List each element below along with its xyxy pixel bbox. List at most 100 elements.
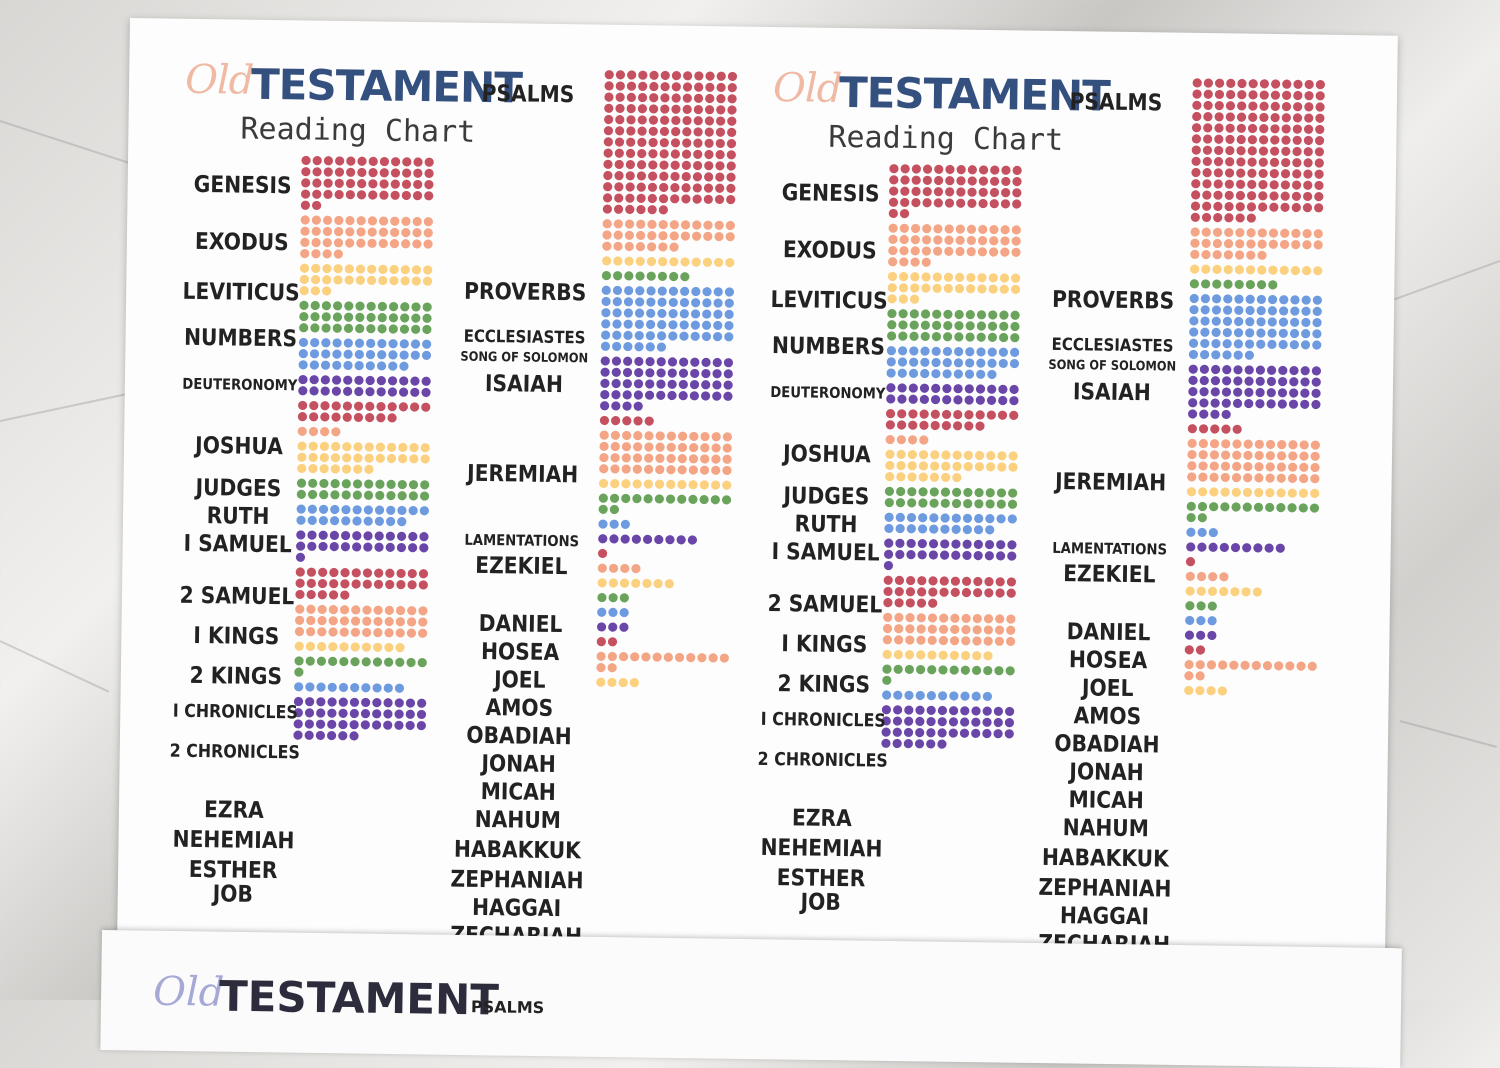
chapter-dot-hosea-3[interactable]: [621, 493, 631, 504]
chapter-dot-i-samuel-26[interactable]: [896, 472, 906, 482]
chapter-dot-exodus-26[interactable]: [899, 246, 909, 256]
chapter-dot-nahum-1[interactable]: [597, 592, 607, 603]
chapter-dot-2-chronicles-9[interactable]: [972, 613, 982, 624]
chapter-dot-joshua-13[interactable]: [298, 386, 308, 396]
chapter-dot-i-kings-22[interactable]: [397, 517, 407, 527]
chapter-dot-isaiah-56[interactable]: [679, 331, 689, 341]
chapter-dot-leviticus-6[interactable]: [943, 272, 954, 282]
chapter-dot-genesis-36[interactable]: [424, 179, 434, 190]
chapter-dot-i-chronicles-20[interactable]: [961, 587, 972, 598]
chapter-dot-exodus-38[interactable]: [311, 249, 321, 259]
chapter-dot-esther-5[interactable]: [338, 682, 349, 693]
chapter-dot-esther-2[interactable]: [305, 682, 315, 692]
chapter-dot-proverbs-15[interactable]: [624, 230, 635, 240]
chapter-dot-ezekiel-48[interactable]: [722, 465, 732, 476]
chapter-dot-i-kings-5[interactable]: [929, 513, 939, 523]
chapter-dot-job-30[interactable]: [937, 728, 947, 738]
chapter-dot-jeremiah-2[interactable]: [611, 356, 622, 366]
chapter-dot-genesis-36[interactable]: [1012, 188, 1022, 198]
chapter-dot-psalms-61[interactable]: [603, 126, 614, 136]
chapter-dot-ecclesiastes-10[interactable]: [702, 257, 713, 267]
chapter-dot-psalms-121[interactable]: [603, 182, 613, 192]
chapter-dot-exodus-21[interactable]: [977, 236, 988, 246]
chapter-dot-i-chronicles-26[interactable]: [894, 598, 904, 608]
chapter-dot-i-samuel-25[interactable]: [885, 472, 895, 482]
chapter-dot-isaiah-60[interactable]: [1312, 340, 1322, 350]
chapter-dot-isaiah-4[interactable]: [635, 286, 645, 296]
chapter-dot-leviticus-20[interactable]: [378, 275, 388, 286]
chapter-dot-ecclesiastes-3[interactable]: [624, 256, 634, 266]
chapter-dot-isaiah-52[interactable]: [1222, 339, 1232, 349]
chapter-dot-genesis-39[interactable]: [323, 189, 333, 199]
chapter-dot-psalms-104[interactable]: [1269, 168, 1279, 179]
chapter-dot-genesis-13[interactable]: [301, 167, 311, 177]
chapter-dot-psalms-69[interactable]: [1281, 135, 1291, 145]
chapter-dot-nehemiah-2[interactable]: [893, 664, 903, 674]
chapter-dot-proverbs-21[interactable]: [692, 231, 702, 241]
chapter-dot-i-kings-5[interactable]: [341, 505, 351, 515]
chapter-dot-job-40[interactable]: [327, 730, 337, 741]
chapter-dot-esther-7[interactable]: [361, 683, 371, 693]
chapter-dot-genesis-4[interactable]: [922, 164, 933, 174]
chapter-dot-daniel-8[interactable]: [677, 479, 687, 490]
chapter-dot-genesis-37[interactable]: [888, 197, 899, 207]
chapter-dot-numbers-22[interactable]: [400, 313, 410, 323]
chapter-dot-psalms-83[interactable]: [1303, 147, 1313, 157]
chapter-dot-psalms-6[interactable]: [660, 70, 670, 81]
chapter-dot-jeremiah-16[interactable]: [634, 368, 644, 378]
chapter-dot-i-samuel-5[interactable]: [342, 442, 352, 452]
chapter-dot-ezekiel-42[interactable]: [655, 464, 665, 475]
chapter-dot-isaiah-22[interactable]: [1290, 306, 1300, 316]
chapter-dot-job-2[interactable]: [305, 697, 315, 707]
chapter-dot-psalms-67[interactable]: [1259, 135, 1269, 145]
chapter-dot-2-chronicles-4[interactable]: [916, 613, 926, 623]
chapter-dot-deuteronomy-19[interactable]: [953, 358, 964, 368]
chapter-dot-2-samuel-8[interactable]: [963, 487, 973, 498]
chapter-dot-nahum-2[interactable]: [608, 593, 618, 603]
chapter-dot-song-of-solomon-8[interactable]: [680, 272, 690, 282]
chapter-dot-deuteronomy-6[interactable]: [354, 338, 365, 348]
chapter-dot-isaiah-36[interactable]: [1312, 318, 1322, 328]
chapter-dot-exodus-10[interactable]: [401, 216, 411, 226]
chapter-dot-numbers-15[interactable]: [321, 312, 331, 322]
chapter-dot-i-kings-16[interactable]: [330, 516, 340, 526]
chapter-dot-numbers-13[interactable]: [299, 311, 309, 322]
chapter-dot-ezekiel-18[interactable]: [1243, 450, 1253, 460]
chapter-dot-genesis-17[interactable]: [346, 167, 356, 177]
chapter-dot-i-kings-10[interactable]: [985, 514, 995, 524]
chapter-dot-isaiah-27[interactable]: [623, 308, 633, 318]
chapter-dot-2-samuel-5[interactable]: [929, 487, 939, 497]
chapter-dot-psalms-45[interactable]: [1281, 113, 1291, 123]
chapter-dot-exodus-32[interactable]: [378, 238, 388, 249]
chapter-dot-exodus-36[interactable]: [423, 239, 433, 249]
chapter-dot-i-samuel-19[interactable]: [364, 453, 374, 463]
chapter-dot-2-kings-11[interactable]: [408, 531, 418, 542]
chapter-dot-isaiah-21[interactable]: [1279, 306, 1289, 316]
chapter-dot-esther-2[interactable]: [893, 690, 903, 700]
chapter-dot-nehemiah-12[interactable]: [1005, 666, 1015, 676]
chapter-dot-i-samuel-15[interactable]: [907, 461, 917, 471]
chapter-dot-jeremiah-40[interactable]: [633, 390, 643, 400]
chapter-dot-psalms-42[interactable]: [660, 104, 670, 114]
chapter-dot-jeremiah-13[interactable]: [1188, 375, 1198, 385]
chapter-dot-jeremiah-52[interactable]: [1221, 409, 1231, 420]
chapter-dot-2-samuel-3[interactable]: [907, 487, 917, 497]
chapter-dot-psalms-149[interactable]: [647, 205, 657, 215]
chapter-dot-zechariah-11[interactable]: [708, 653, 718, 663]
chapter-dot-ezra-4[interactable]: [916, 650, 926, 660]
chapter-dot-2-kings-10[interactable]: [984, 539, 995, 550]
chapter-dot-2-chronicles-21[interactable]: [972, 625, 982, 635]
chapter-dot-genesis-7[interactable]: [368, 156, 378, 167]
chapter-dot-2-chronicles-20[interactable]: [961, 625, 971, 635]
chapter-dot-i-samuel-15[interactable]: [319, 452, 329, 463]
chapter-dot-psalms-128[interactable]: [1269, 191, 1279, 201]
chapter-dot-genesis-35[interactable]: [413, 179, 423, 190]
chapter-dot-i-chronicles-1[interactable]: [295, 567, 305, 577]
chapter-dot-i-kings-15[interactable]: [906, 524, 916, 534]
chapter-dot-job-10[interactable]: [982, 706, 992, 716]
chapter-dot-deuteronomy-1[interactable]: [298, 337, 309, 348]
chapter-dot-exodus-40[interactable]: [921, 257, 931, 267]
chapter-dot-psalms-36[interactable]: [727, 94, 737, 104]
chapter-dot-2-chronicles-17[interactable]: [339, 616, 350, 626]
chapter-dot-ruth-4[interactable]: [919, 435, 929, 445]
